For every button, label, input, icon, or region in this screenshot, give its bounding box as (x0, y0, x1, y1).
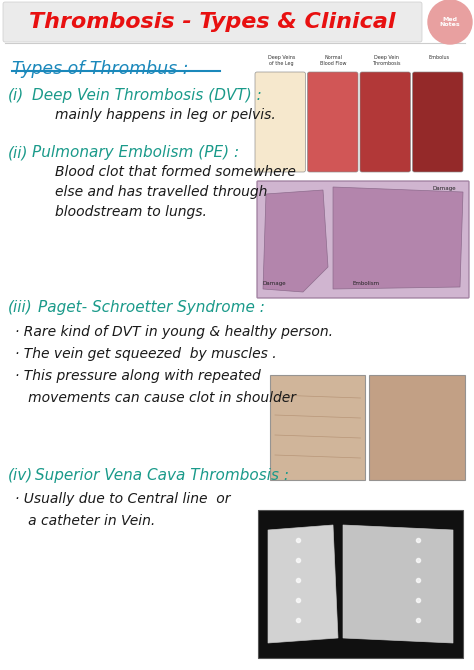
Text: Types of Thrombus :: Types of Thrombus : (12, 60, 189, 78)
FancyBboxPatch shape (412, 72, 463, 172)
Bar (370, 375, 465, 480)
Text: · Usually due to Central line  or: · Usually due to Central line or (15, 492, 230, 506)
Text: else and has travelled through: else and has travelled through (55, 185, 267, 199)
Text: bloodstream to lungs.: bloodstream to lungs. (55, 205, 207, 219)
Text: (iv): (iv) (8, 468, 33, 483)
Polygon shape (343, 525, 453, 643)
Bar (258, 510, 463, 658)
Text: (i): (i) (8, 88, 24, 103)
Text: Embolism: Embolism (353, 281, 380, 286)
FancyBboxPatch shape (308, 72, 358, 172)
Text: Paget- Schroetter Syndrome :: Paget- Schroetter Syndrome : (38, 300, 265, 315)
FancyBboxPatch shape (255, 72, 306, 172)
Text: · The vein get squeezed  by muscles .: · The vein get squeezed by muscles . (15, 347, 277, 361)
Bar (270, 375, 365, 480)
FancyBboxPatch shape (257, 181, 469, 298)
Polygon shape (263, 190, 328, 292)
Text: Thrombosis - Types & Clinical: Thrombosis - Types & Clinical (29, 12, 396, 32)
Text: Med
Notes: Med Notes (440, 17, 460, 27)
Circle shape (428, 0, 472, 44)
Text: Damage: Damage (263, 281, 287, 286)
Text: Blood clot that formed somewhere: Blood clot that formed somewhere (55, 165, 296, 179)
FancyBboxPatch shape (360, 72, 410, 172)
Text: a catheter in Vein.: a catheter in Vein. (15, 514, 155, 528)
Text: (iii): (iii) (8, 300, 33, 315)
Text: Normal
Blood Flow: Normal Blood Flow (320, 55, 347, 66)
Text: mainly happens in leg or pelvis.: mainly happens in leg or pelvis. (55, 108, 276, 122)
Text: movements can cause clot in shoulder: movements can cause clot in shoulder (15, 391, 296, 405)
Text: Deep Veins
of the Leg: Deep Veins of the Leg (267, 55, 295, 66)
Text: Deep Vein Thrombosis (DVT) :: Deep Vein Thrombosis (DVT) : (32, 88, 262, 103)
Text: Embolus: Embolus (428, 55, 449, 60)
Text: · This pressure along with repeated: · This pressure along with repeated (15, 369, 261, 383)
Polygon shape (333, 187, 463, 289)
Text: Damage: Damage (433, 186, 456, 191)
Text: · Rare kind of DVT in young & healthy person.: · Rare kind of DVT in young & healthy pe… (15, 325, 333, 339)
Polygon shape (268, 525, 338, 643)
Text: (ii): (ii) (8, 145, 28, 160)
FancyBboxPatch shape (3, 2, 422, 42)
Text: Superior Vena Cava Thrombosis :: Superior Vena Cava Thrombosis : (35, 468, 289, 483)
Text: Deep Vein
Thrombosis: Deep Vein Thrombosis (372, 55, 401, 66)
Text: Pulmonary Embolism (PE) :: Pulmonary Embolism (PE) : (32, 145, 239, 160)
